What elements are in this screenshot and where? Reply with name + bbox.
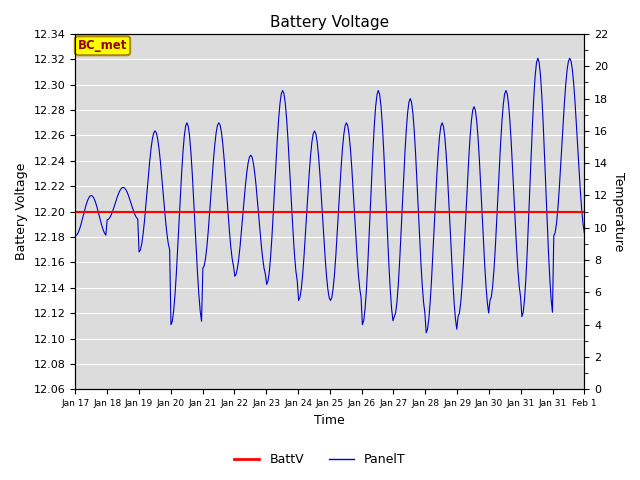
Text: BC_met: BC_met bbox=[78, 39, 127, 52]
X-axis label: Time: Time bbox=[314, 414, 345, 427]
Y-axis label: Battery Voltage: Battery Voltage bbox=[15, 163, 28, 260]
Title: Battery Voltage: Battery Voltage bbox=[270, 15, 389, 30]
Legend: BattV, PanelT: BattV, PanelT bbox=[229, 448, 411, 471]
Y-axis label: Temperature: Temperature bbox=[612, 172, 625, 252]
